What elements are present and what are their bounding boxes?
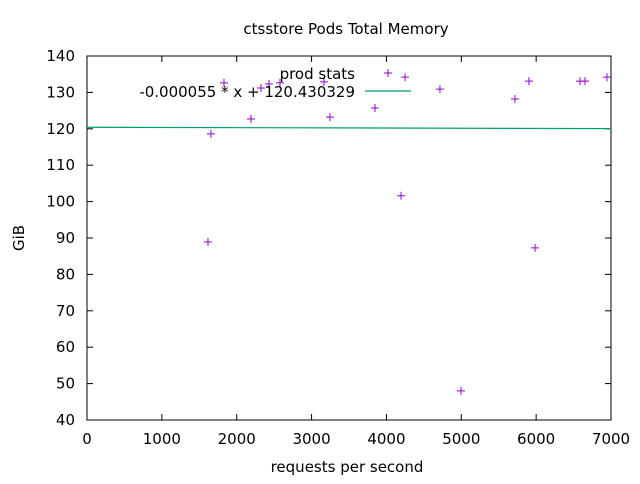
chart-title: ctsstore Pods Total Memory: [243, 20, 448, 38]
data-point: [203, 238, 212, 247]
y-tick-label: 40: [56, 411, 75, 429]
x-tick-label: 1000: [143, 430, 181, 448]
data-point: [325, 113, 334, 122]
legend-label-fit-line: -0.000055 * x + 120.430329: [139, 83, 355, 101]
x-tick-label: 4000: [367, 430, 405, 448]
data-point: [401, 73, 410, 82]
data-point: [319, 77, 328, 86]
x-tick-label: 2000: [218, 430, 256, 448]
fit-line: [86, 126, 612, 130]
data-point: [435, 85, 444, 94]
data-point: [256, 84, 265, 93]
data-point: [397, 191, 406, 200]
y-tick-label: 140: [46, 47, 75, 65]
data-point: [510, 94, 519, 103]
data-point: [524, 77, 533, 86]
y-tick-label: 90: [56, 229, 75, 247]
data-point: [275, 78, 284, 87]
y-axis-label: GiB: [10, 225, 28, 251]
y-tick-label: 60: [56, 338, 75, 356]
x-tick-label: 3000: [292, 430, 330, 448]
data-point: [581, 77, 590, 86]
y-tick-label: 80: [56, 265, 75, 283]
y-tick-label: 120: [46, 120, 75, 138]
y-tick-label: 50: [56, 375, 75, 393]
x-tick-label: 6000: [517, 430, 555, 448]
x-tick-label: 7000: [592, 430, 630, 448]
data-point: [456, 386, 465, 395]
data-point: [602, 73, 611, 82]
plot-border: [86, 55, 612, 421]
data-point: [206, 129, 215, 138]
data-point: [531, 243, 540, 252]
y-tick-label: 100: [46, 193, 75, 211]
data-point: [370, 104, 379, 113]
data-point: [264, 80, 273, 89]
legend-marker-prod-stats: [384, 69, 392, 77]
x-tick-label: 0: [82, 430, 92, 448]
legend-label-prod-stats: prod stats: [280, 65, 356, 83]
y-tick-label: 110: [46, 156, 75, 174]
y-tick-label: 70: [56, 302, 75, 320]
x-axis-label: requests per second: [271, 458, 424, 476]
y-tick-label: 130: [46, 83, 75, 101]
data-point: [219, 78, 228, 87]
x-tick-label: 5000: [442, 430, 480, 448]
data-point: [246, 114, 255, 123]
